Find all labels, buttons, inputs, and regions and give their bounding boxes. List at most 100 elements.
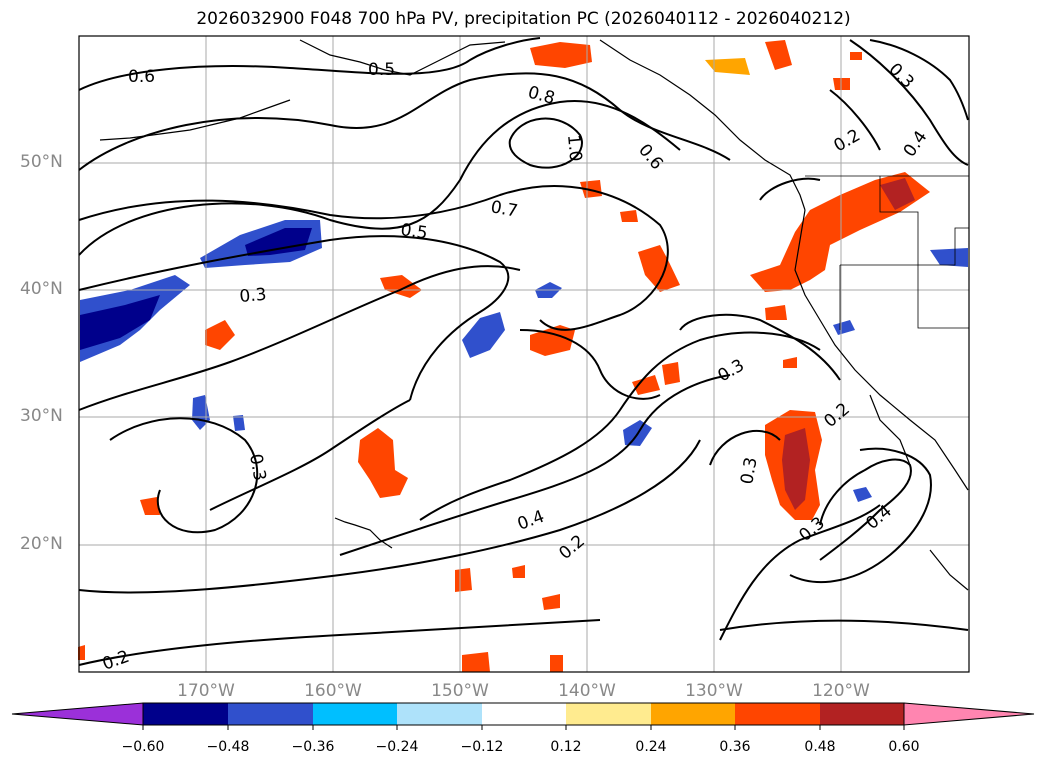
colorbar-segment [651, 703, 735, 725]
pos-precip-area [462, 652, 490, 672]
colorbar [11, 702, 1035, 730]
contour-label: 0.6 [634, 140, 667, 174]
contour-label: 0.3 [715, 355, 748, 386]
pos-precip-area [512, 565, 525, 578]
lon-label-140w: 140°W [558, 681, 616, 701]
contour-label: 0.6 [128, 67, 155, 87]
neg-precip-core [80, 295, 160, 350]
colorbar-tick-label: 0.36 [719, 739, 751, 755]
pos-precip-area [580, 180, 602, 198]
pos-precip-core [880, 178, 915, 210]
contour-label: 0.5 [399, 220, 429, 244]
lat-label-50n: 50°N [20, 152, 63, 172]
pos-precip-area [358, 428, 408, 498]
precip-fills [78, 40, 968, 672]
pos-precip-area [380, 275, 422, 298]
alaska-coast [299, 39, 506, 76]
neg-precip-area [853, 487, 872, 502]
pos-precip-area [550, 655, 563, 672]
contour-label: 0.2 [555, 531, 589, 564]
colorbar-max-extend [903, 702, 1035, 726]
us-west-coast [794, 209, 969, 491]
colorbar-segment [143, 703, 228, 725]
colorbar-segment [820, 703, 904, 725]
colorbar-tick-label: 0.60 [888, 739, 920, 755]
pos-precip-area [78, 645, 85, 660]
contour-label: 0.3 [737, 456, 761, 486]
contour-label: 0.3 [245, 452, 269, 482]
pos-precip-area [455, 568, 472, 592]
pos-precip-area [765, 305, 787, 320]
lon-label-160w: 160°W [304, 681, 362, 701]
colorbar-tick-label: 0.12 [550, 739, 582, 755]
pos-precip-area [140, 497, 160, 515]
pos-precip-area [542, 594, 560, 610]
neg-precip-area [930, 248, 968, 267]
contour-label: 1.0 [563, 134, 585, 163]
colorbar-segment [228, 703, 313, 725]
contour-label: 0.7 [489, 197, 519, 221]
colorbar-min-extend [11, 702, 144, 726]
contour-label: 0.2 [100, 647, 132, 675]
lon-label-170w: 170°W [177, 681, 235, 701]
lon-label-120w: 120°W [812, 681, 870, 701]
colorbar-segment [482, 703, 566, 725]
colorbar-tick-label: 0.24 [635, 739, 667, 755]
neg-precip-area [462, 312, 505, 358]
colorbar-segment [313, 703, 397, 725]
contour-label: 0.3 [239, 285, 268, 307]
contour-label: 0.2 [831, 125, 864, 156]
pos-precip-area [662, 362, 680, 385]
colorbar-segment [566, 703, 651, 725]
pos-precip-area [765, 40, 792, 70]
colorbar-tick-label: −0.24 [375, 739, 419, 755]
colorbar-tick-label: −0.36 [291, 739, 335, 755]
lat-label-30n: 30°N [20, 406, 63, 426]
pos-precip-area [530, 325, 575, 356]
colorbar-tick-label: −0.60 [121, 739, 165, 755]
pos-precip-area [750, 172, 930, 292]
lat-label-40n: 40°N [20, 279, 63, 299]
pos-precip-area [783, 357, 797, 368]
contour-label: 0.3 [884, 59, 917, 92]
contour-label: 0.4 [515, 507, 547, 535]
colorbar-outline [142, 702, 905, 726]
colorbar-segment [397, 703, 482, 725]
colorbar-segment [735, 703, 820, 725]
contour-label: 0.4 [900, 127, 932, 161]
pos-precip-area [850, 52, 862, 60]
pos-precip-core [782, 428, 810, 510]
contour-label: 0.4 [862, 501, 896, 534]
pos-precip-area [632, 375, 660, 395]
neg-precip-area [233, 415, 245, 431]
neg-precip-area [192, 395, 210, 430]
pos-precip-area [205, 320, 235, 350]
coastlines [99, 39, 969, 591]
contour-label: 0.5 [368, 60, 395, 80]
pos-precip-area [705, 58, 750, 75]
lon-label-150w: 150°W [431, 681, 489, 701]
neg-precip-area [833, 320, 855, 335]
aleutian-islands [99, 99, 291, 141]
pv-contours [78, 37, 969, 666]
colorbar-tick-label: −0.12 [460, 739, 504, 755]
chart-title: 2026032900 F048 700 hPa PV, precipitatio… [196, 9, 851, 29]
hawaii-islands [334, 517, 393, 549]
mexico-coast [929, 549, 969, 591]
contour-label-group: 0.6 0.5 0.8 1.0 0.6 0.7 0.5 0.3 0.3 0.3 … [100, 59, 932, 674]
lat-label-20n: 20°N [20, 534, 63, 554]
pos-precip-area [638, 245, 680, 292]
pos-precip-area [530, 42, 592, 68]
lon-label-130w: 130°W [685, 681, 743, 701]
map-frame [78, 35, 970, 673]
pos-precip-area [620, 210, 638, 222]
political-borders [805, 175, 969, 330]
contour-label: 0.8 [526, 83, 557, 109]
bc-coast [599, 39, 806, 211]
neg-precip-core [245, 228, 312, 256]
colorbar-tick-label: 0.48 [804, 739, 836, 755]
contour-label: 0.2 [820, 399, 854, 432]
baja-coast [869, 394, 911, 466]
colorbar-tick-label: −0.48 [206, 739, 250, 755]
